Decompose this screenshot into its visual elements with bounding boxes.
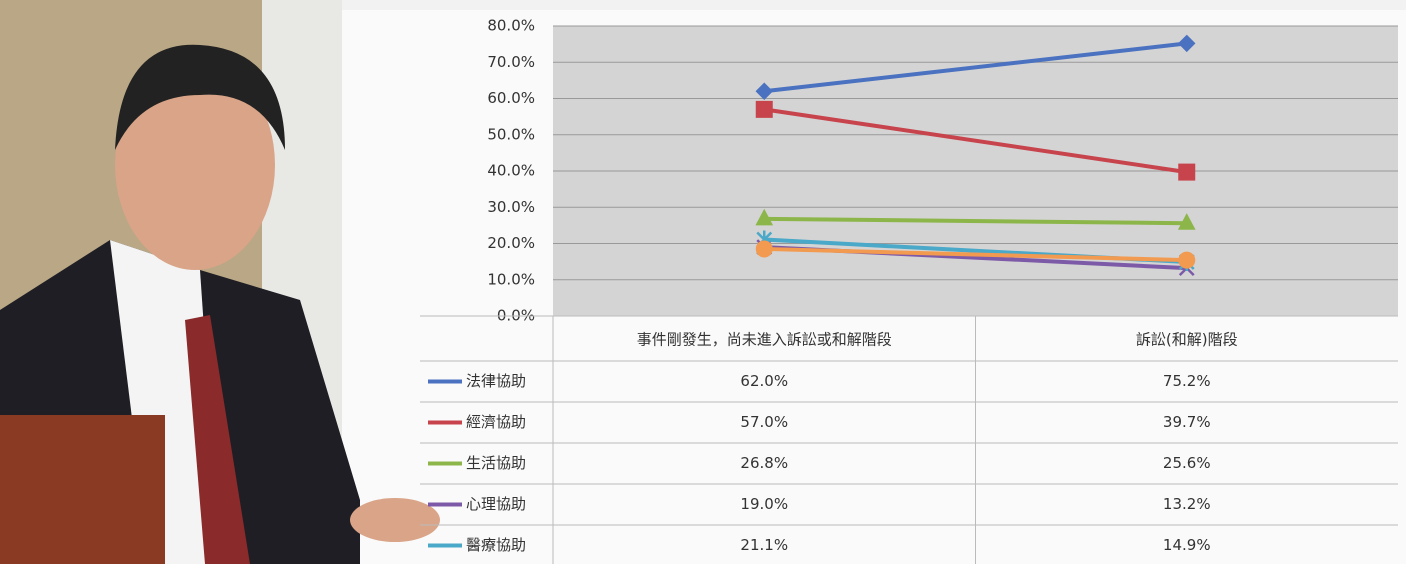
hand xyxy=(350,498,440,542)
y-tick-label: 10.0% xyxy=(487,270,535,288)
legend-label: 心理協助 xyxy=(466,495,526,513)
value-label: 19.0% xyxy=(740,495,788,513)
value-label: 25.6% xyxy=(1163,454,1211,472)
marker xyxy=(756,241,772,257)
value-label: 26.8% xyxy=(740,454,788,472)
legend-label: 法律協助 xyxy=(466,372,526,390)
y-tick-label: 50.0% xyxy=(487,125,535,143)
legend-label: 經濟協助 xyxy=(466,413,526,431)
value-label: 14.9% xyxy=(1163,536,1211,554)
marker xyxy=(756,101,772,117)
y-tick-label: 70.0% xyxy=(487,53,535,71)
value-label: 75.2% xyxy=(1163,372,1211,390)
value-label: 57.0% xyxy=(740,413,788,431)
value-label: 62.0% xyxy=(740,372,788,390)
legend-label: 醫療協助 xyxy=(466,536,526,554)
podium xyxy=(0,415,165,564)
y-tick-label: 20.0% xyxy=(487,234,535,252)
y-tick-label: 30.0% xyxy=(487,198,535,216)
value-label: 39.7% xyxy=(1163,413,1211,431)
y-tick-label: 60.0% xyxy=(487,89,535,107)
value-label: 21.1% xyxy=(740,536,788,554)
y-tick-label: 80.0% xyxy=(487,17,535,35)
photo: 0.0%10.0%20.0%30.0%40.0%50.0%60.0%70.0%8… xyxy=(0,0,1406,564)
column-header: 訴訟(和解)階段 xyxy=(1136,331,1238,349)
value-label: 13.2% xyxy=(1163,495,1211,513)
marker xyxy=(1179,164,1195,180)
column-header: 事件剛發生，尚未進入訴訟或和解階段 xyxy=(637,331,892,349)
y-tick-label: 40.0% xyxy=(487,162,535,180)
marker xyxy=(1179,252,1195,268)
legend-label: 生活協助 xyxy=(466,454,526,472)
